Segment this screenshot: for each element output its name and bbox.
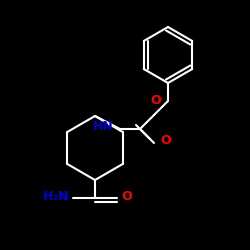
- Text: O: O: [160, 134, 170, 147]
- Text: HN: HN: [93, 120, 114, 134]
- Text: O: O: [121, 190, 132, 202]
- Text: H₂N: H₂N: [43, 190, 69, 202]
- Text: O: O: [151, 94, 161, 107]
